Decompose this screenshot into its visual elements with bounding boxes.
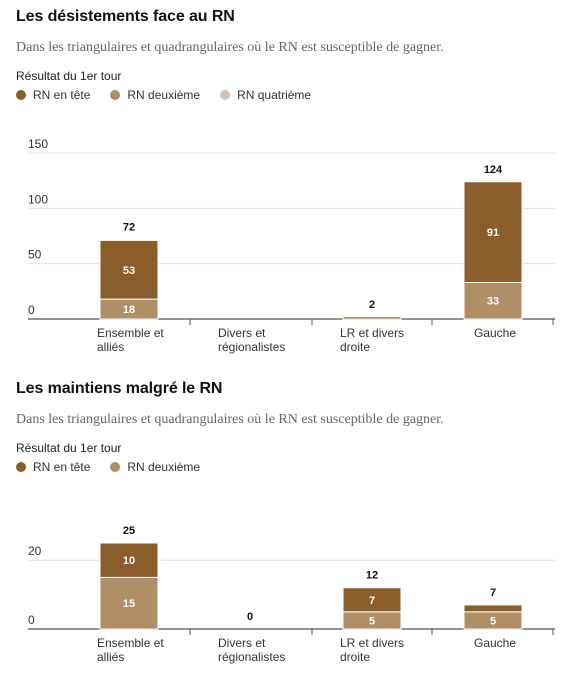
bar-segment bbox=[463, 604, 523, 613]
legend-swatch bbox=[220, 90, 231, 100]
bar-segment-label: 33 bbox=[487, 296, 499, 308]
legend: RN en tête RN deuxième RN quatrième bbox=[16, 88, 311, 102]
x-category-label: droite bbox=[340, 650, 370, 664]
legend-item-rn-en-tete: RN en tête bbox=[16, 460, 90, 474]
legend-label: RN deuxième bbox=[127, 460, 201, 474]
chart-title: Les maintiens malgré le RN bbox=[16, 380, 223, 397]
bar-segment-label: 10 bbox=[123, 555, 135, 567]
x-category-label: Gauche bbox=[474, 636, 516, 650]
x-category-label: LR et divers bbox=[340, 326, 404, 340]
bar-segment bbox=[342, 587, 402, 613]
chart-subtitle: Dans les triangulaires et quadrangulaire… bbox=[16, 412, 444, 427]
y-tick-label: 0 bbox=[28, 303, 35, 317]
legend-item-rn-deuxieme: RN deuxième bbox=[110, 88, 200, 102]
x-category-label: LR et divers bbox=[340, 636, 404, 650]
bar-segment bbox=[342, 316, 402, 320]
x-category-label: Gauche bbox=[474, 326, 516, 340]
chart-title: Les désistements face au RN bbox=[16, 8, 235, 25]
x-category-label: Ensemble et bbox=[97, 636, 164, 650]
legend-label: RN quatrième bbox=[237, 88, 312, 102]
y-tick-label: 150 bbox=[28, 137, 48, 151]
x-category-label: Divers et bbox=[218, 326, 266, 340]
legend-item-rn-quatrieme: RN quatrième bbox=[220, 88, 311, 102]
x-category-label: Divers et bbox=[218, 636, 266, 650]
bar-total-label: 124 bbox=[484, 164, 503, 176]
bar-total-label: 0 bbox=[247, 611, 253, 623]
legend-item-rn-deuxieme: RN deuxième bbox=[110, 460, 200, 474]
chart-subtitle: Dans les triangulaires et quadrangulaire… bbox=[16, 40, 444, 55]
x-category-label: régionalistes bbox=[218, 340, 285, 354]
bar-segment-label: 5 bbox=[490, 615, 496, 627]
bar-segment-label: 15 bbox=[123, 598, 135, 610]
bar-total-label: 25 bbox=[123, 525, 135, 537]
bar-segment-label: 5 bbox=[369, 615, 375, 627]
legend-title: Résultat du 1er tour bbox=[16, 441, 122, 455]
bar-segment bbox=[99, 239, 159, 300]
x-category-label: alliés bbox=[97, 650, 124, 664]
x-category-label: droite bbox=[340, 340, 370, 354]
legend-swatch bbox=[16, 90, 26, 100]
chart-desistements: Les désistements face au RN Dans les tri… bbox=[16, 8, 555, 354]
bar-segment-label: 18 bbox=[123, 304, 135, 316]
bar-segment bbox=[99, 542, 159, 578]
legend-label: RN en tête bbox=[33, 460, 91, 474]
bar-segment-label: 91 bbox=[487, 227, 499, 239]
legend-title: Résultat du 1er tour bbox=[16, 69, 122, 83]
bar-segment-label: 53 bbox=[123, 265, 135, 277]
legend-swatch bbox=[110, 462, 121, 472]
y-tick-label: 20 bbox=[28, 544, 42, 558]
y-tick-label: 100 bbox=[28, 192, 48, 206]
bar-total-label: 12 bbox=[366, 570, 378, 582]
y-tick-label: 0 bbox=[28, 613, 35, 627]
bar-total-label: 7 bbox=[490, 587, 496, 599]
y-tick-label: 50 bbox=[28, 248, 42, 262]
bar-total-label: 2 bbox=[369, 299, 375, 311]
x-category-label: alliés bbox=[97, 340, 124, 354]
bar-segment bbox=[463, 181, 523, 283]
x-category-label: régionalistes bbox=[218, 650, 285, 664]
legend-swatch bbox=[110, 90, 121, 100]
x-category-label: Ensemble et bbox=[97, 326, 164, 340]
bar-total-label: 72 bbox=[123, 221, 135, 233]
bar-segment-label: 7 bbox=[369, 595, 375, 607]
legend-label: RN deuxième bbox=[127, 88, 201, 102]
legend-swatch bbox=[16, 462, 26, 472]
legend: RN en tête RN deuxième bbox=[16, 460, 200, 474]
bar-segment bbox=[99, 576, 159, 630]
legend-label: RN en tête bbox=[33, 88, 91, 102]
chart-maintiens: Les maintiens malgré le RN Dans les tria… bbox=[0, 372, 583, 680]
legend-item-rn-en-tete: RN en tête bbox=[16, 88, 90, 102]
